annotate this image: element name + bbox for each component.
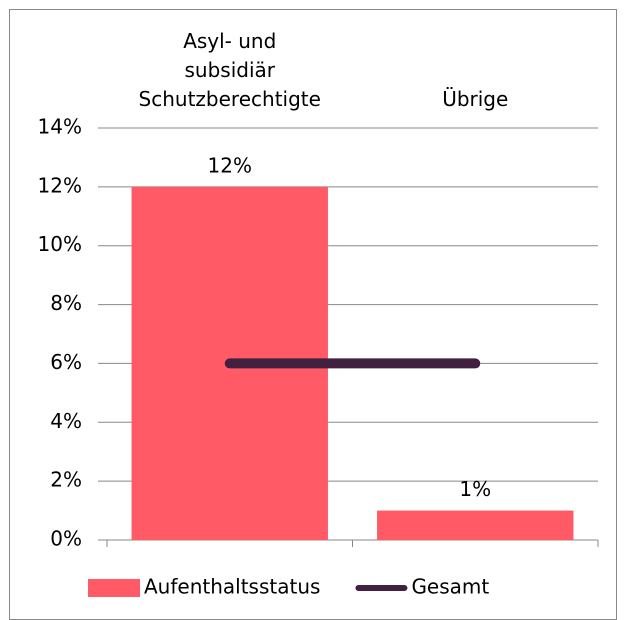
y-tick-label: 4%	[50, 409, 82, 433]
bar	[377, 510, 574, 540]
y-tick-label: 0%	[50, 527, 82, 551]
x-tick-label: Übrige	[442, 87, 509, 111]
y-tick-label: 2%	[50, 468, 82, 492]
y-tick-label: 10%	[38, 232, 82, 256]
y-tick-label: 6%	[50, 350, 82, 374]
value-label: 1%	[459, 477, 491, 501]
x-tick-label: Asyl- und subsidiär Schutzberechtigte	[138, 29, 321, 111]
legend-label: Aufenthaltsstatus	[144, 575, 320, 599]
value-label: 12%	[208, 153, 252, 177]
legend-label: Gesamt	[411, 575, 489, 599]
y-tick-label: 8%	[50, 291, 82, 315]
legend-swatch	[88, 579, 140, 597]
y-tick-label: 14%	[38, 115, 82, 139]
y-tick-label: 12%	[38, 173, 82, 197]
